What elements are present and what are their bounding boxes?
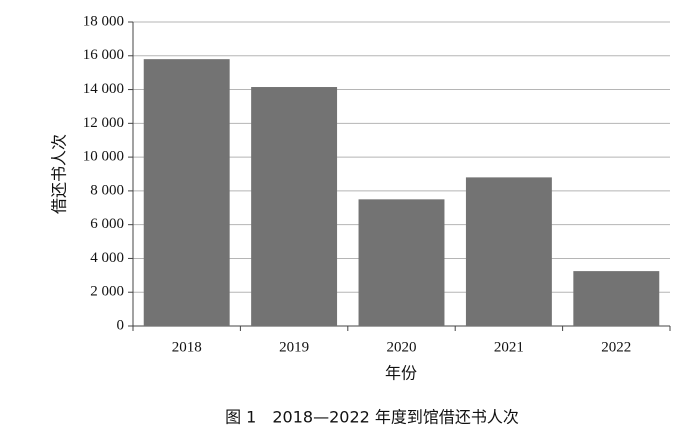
x-tick-label: 2019 [279,339,309,355]
y-tick-label: 4 000 [90,250,124,266]
x-tick-label: 2018 [172,339,202,355]
y-tick-label: 14 000 [83,81,124,97]
bar [358,199,445,326]
bar [573,271,660,326]
y-tick-label: 2 000 [90,284,124,300]
y-tick-label: 10 000 [83,149,124,165]
chart-title: 图 1 2018—2022 年度到馆借还书人次 [225,408,519,427]
x-tick-label: 2022 [601,339,631,355]
y-tick-label: 16 000 [83,47,124,63]
y-tick-label: 8 000 [90,182,124,198]
x-tick-label: 2020 [387,339,417,355]
y-tick-label: 6 000 [90,216,124,232]
y-axis-label: 借还书人次 [50,134,69,214]
x-tick-label: 2021 [494,339,524,355]
y-tick-label: 0 [117,317,125,333]
bar [465,177,552,326]
bar [251,87,338,327]
bar [143,59,230,327]
x-axis-label: 年份 [385,364,417,383]
y-tick-label: 18 000 [83,13,124,29]
y-tick-label: 12 000 [83,115,124,131]
